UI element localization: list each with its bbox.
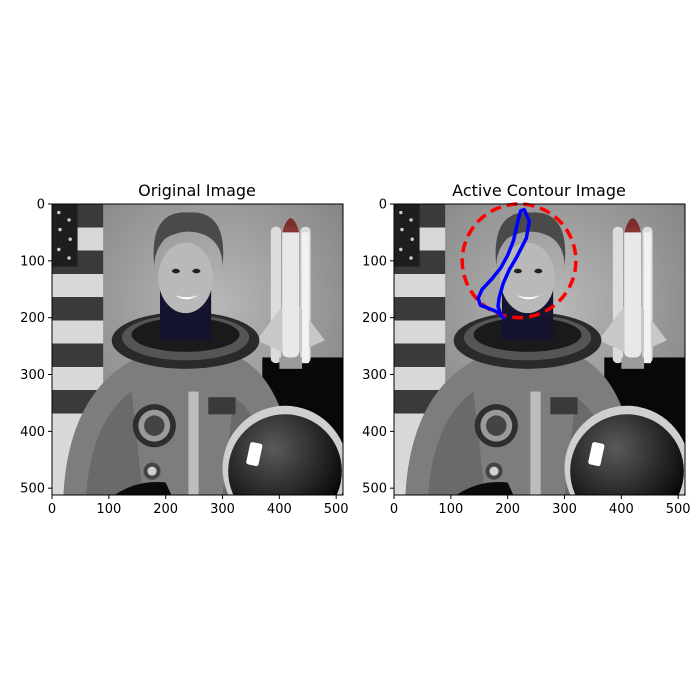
x-tick-label: 200	[153, 502, 178, 517]
x-tick-label: 0	[48, 502, 56, 517]
x-tick-label: 400	[609, 502, 634, 517]
left-panel-title: Original Image	[138, 181, 256, 200]
x-tick-label: 400	[267, 502, 292, 517]
y-tick-label: 200	[362, 311, 387, 326]
x-tick-label: 300	[552, 502, 577, 517]
x-tick-label: 100	[96, 502, 121, 517]
right-panel: Active Contour Image 0 100 200 300 400 500010…	[362, 181, 690, 518]
left-axes-frame	[51, 203, 344, 496]
init-contour-circle	[460, 202, 578, 320]
y-tick-label: 0	[37, 198, 45, 213]
x-tick-label: 0	[390, 502, 398, 517]
y-tick-label: 300	[362, 368, 387, 383]
x-tick-label: 500	[666, 502, 691, 517]
x-tick-label: 500	[324, 502, 349, 517]
right-panel-title: Active Contour Image	[452, 181, 626, 200]
original-image	[52, 204, 343, 495]
y-tick-label: 400	[20, 425, 45, 440]
contour-image	[394, 204, 685, 495]
x-tick-label: 300	[210, 502, 235, 517]
x-tick-label: 100	[438, 502, 463, 517]
contour-overlays	[460, 202, 578, 320]
y-tick-label: 100	[20, 254, 45, 269]
y-tick-label: 300	[20, 368, 45, 383]
y-tick-label: 200	[20, 311, 45, 326]
x-tick-label: 200	[495, 502, 520, 517]
snake-contour-line	[476, 207, 532, 320]
y-tick-label: 400	[362, 425, 387, 440]
left-panel: Original Image 0 100 200 300 400 500010020030…	[20, 181, 348, 518]
right-axes-frame	[393, 203, 686, 496]
y-tick-label: 0	[379, 198, 387, 213]
y-tick-label: 500	[362, 482, 387, 497]
y-tick-label: 100	[362, 254, 387, 269]
y-tick-label: 500	[20, 482, 45, 497]
